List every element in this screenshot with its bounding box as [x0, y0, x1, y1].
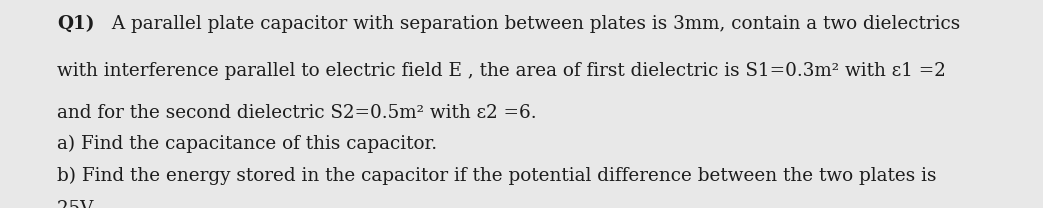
Text: Q1): Q1) [57, 15, 95, 33]
Text: a) Find the capacitance of this capacitor.: a) Find the capacitance of this capacito… [57, 135, 437, 154]
Text: 25V .: 25V . [57, 200, 105, 208]
Text: b) Find the energy stored in the capacitor if the potential difference between t: b) Find the energy stored in the capacit… [57, 166, 937, 185]
Text: with interference parallel to electric field E , the area of first dielectric is: with interference parallel to electric f… [57, 62, 946, 80]
Text: A parallel plate capacitor with separation between plates is 3mm, contain a two : A parallel plate capacitor with separati… [105, 15, 960, 33]
Text: and for the second dielectric S2=0.5m² with ε2 =6.: and for the second dielectric S2=0.5m² w… [57, 104, 537, 122]
